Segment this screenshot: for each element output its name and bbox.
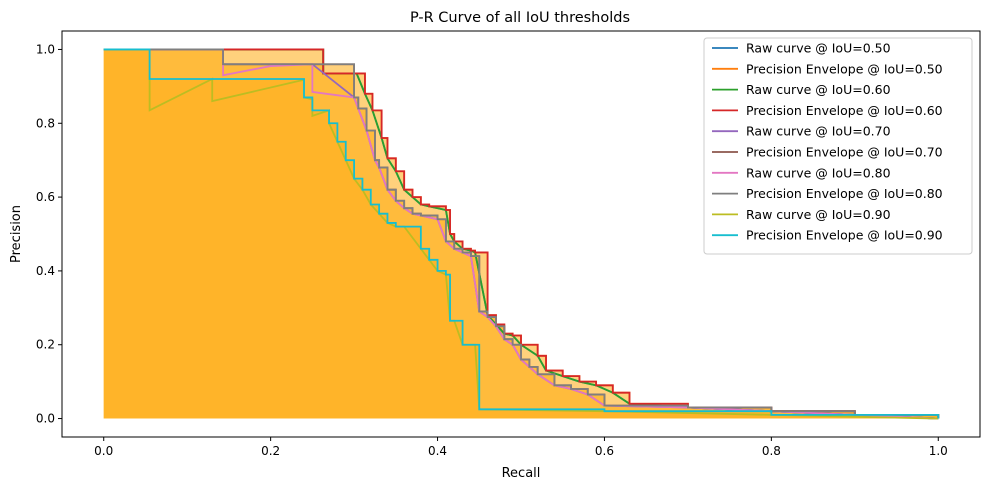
fill-areas [103, 49, 939, 419]
x-tick-label-0: 0.0 [94, 444, 113, 458]
fill-area-3 [103, 49, 939, 419]
series-line-2 [103, 48, 939, 420]
legend-label-5: Precision Envelope @ IoU=0.70 [746, 145, 943, 160]
y-tick-label-0: 0.0 [36, 412, 55, 426]
y-tick-label-4: 0.8 [36, 116, 55, 130]
fill-area-5 [103, 49, 939, 419]
fill-area-1 [103, 49, 939, 419]
legend-label-6: Raw curve @ IoU=0.80 [746, 165, 891, 180]
series-line-9 [103, 48, 940, 419]
x-tick-label-1: 0.2 [261, 444, 280, 458]
y-tick-label-1: 0.2 [36, 338, 55, 352]
y-tick-label-5: 1.0 [36, 42, 55, 56]
x-tick-label-5: 1.0 [929, 444, 948, 458]
x-tick-label-2: 0.4 [428, 444, 447, 458]
legend-label-0: Raw curve @ IoU=0.50 [746, 41, 891, 56]
fill-area-7 [103, 49, 939, 419]
legend-label-7: Precision Envelope @ IoU=0.80 [746, 186, 943, 201]
y-axis-ticks: 0.0 0.2 0.4 0.6 0.8 1.0 [36, 42, 62, 426]
series-line-7 [103, 48, 940, 419]
plot-frame [61, 30, 981, 438]
x-axis-label: Recall [502, 466, 541, 481]
y-axis-label: Precision [9, 205, 24, 263]
fill-area-9 [103, 49, 939, 419]
y-tick-label-2: 0.4 [36, 264, 55, 278]
legend-label-8: Raw curve @ IoU=0.90 [746, 207, 891, 222]
legend-label-4: Raw curve @ IoU=0.70 [746, 124, 891, 139]
series-lines [103, 48, 940, 420]
legend-label-1: Precision Envelope @ IoU=0.50 [746, 61, 943, 76]
x-tick-label-3: 0.6 [595, 444, 614, 458]
series-line-3 [103, 48, 940, 419]
legend-box [703, 37, 973, 255]
legend-label-2: Raw curve @ IoU=0.60 [746, 82, 891, 97]
x-tick-label-4: 0.8 [762, 444, 781, 458]
chart-title: P-R Curve of all IoU thresholds [410, 10, 630, 26]
legend-label-9: Precision Envelope @ IoU=0.90 [746, 228, 943, 243]
legend-label-3: Precision Envelope @ IoU=0.60 [746, 103, 943, 118]
x-axis-ticks: 0.0 0.2 0.4 0.6 0.8 1.0 [94, 437, 948, 458]
y-tick-label-3: 0.6 [36, 190, 55, 204]
legend: Raw curve @ IoU=0.50 Precision Envelope @… [703, 37, 973, 255]
